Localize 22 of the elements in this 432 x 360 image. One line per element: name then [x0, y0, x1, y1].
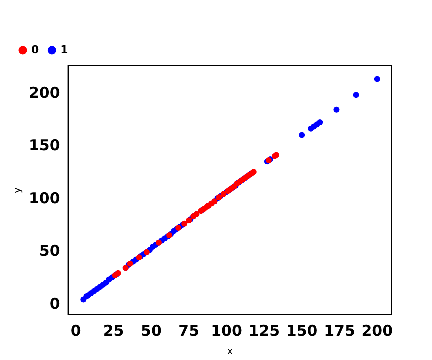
y-tick-label: 0 [50, 294, 60, 313]
x-tick-label: 50 [141, 322, 162, 340]
y-axis-title: y [12, 187, 24, 194]
point [317, 120, 324, 126]
x-tick-label: 25 [103, 322, 124, 340]
y-tick-label: 100 [29, 189, 60, 208]
y-tick-label: 150 [29, 136, 60, 155]
y-tick-label: 50 [39, 242, 60, 260]
point [374, 76, 380, 82]
y-tick-label: 200 [29, 84, 60, 102]
x-tick-label: 150 [286, 322, 318, 340]
x-tick-label: 75 [178, 322, 200, 340]
x-tick-label: 125 [248, 322, 280, 340]
point [334, 106, 340, 113]
x-tick-label: 200 [362, 322, 394, 340]
x-tick-label: 175 [324, 322, 356, 340]
point [299, 132, 306, 138]
x-tick-label: 0 [70, 322, 82, 340]
legend-label: 1 [60, 43, 68, 56]
point [353, 92, 360, 98]
x-axis-title: x [227, 346, 234, 358]
x-tick-label: 100 [211, 322, 242, 340]
